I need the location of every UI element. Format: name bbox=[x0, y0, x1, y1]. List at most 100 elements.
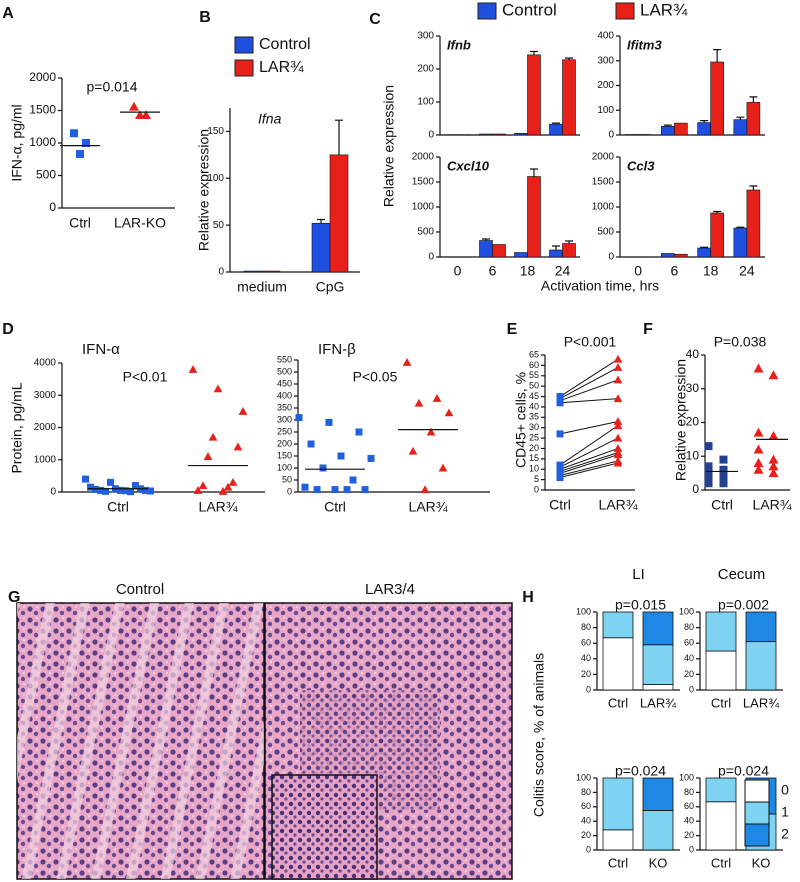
subplot-title: Cecum bbox=[718, 566, 766, 583]
x-axis-label: Activation time, hrs bbox=[541, 278, 659, 294]
data-point bbox=[331, 486, 339, 494]
x-tick-label: LAR¾ bbox=[599, 497, 638, 513]
error-bar bbox=[736, 226, 745, 228]
data-point bbox=[208, 432, 218, 441]
histology-inset bbox=[271, 774, 378, 880]
error-bar bbox=[713, 49, 722, 62]
y-tick-label: 40 bbox=[581, 816, 591, 826]
legend-label: Control bbox=[502, 0, 557, 19]
y-tick-label: 30 bbox=[529, 422, 539, 432]
data-point bbox=[704, 462, 713, 471]
x-tick-label: 24 bbox=[555, 263, 571, 279]
bar bbox=[479, 240, 493, 258]
data-point bbox=[132, 482, 139, 490]
bar-segment bbox=[705, 801, 737, 851]
error-bar bbox=[565, 57, 573, 60]
data-point bbox=[193, 486, 203, 494]
y-axis-label: IFN-α, pg/ml bbox=[9, 104, 25, 181]
data-point bbox=[307, 440, 315, 448]
data-point bbox=[768, 431, 779, 440]
data-point bbox=[719, 455, 728, 464]
y-tick-label: 4000 bbox=[34, 358, 57, 369]
y-tick-label: 45 bbox=[529, 391, 539, 401]
bar bbox=[710, 212, 724, 258]
annotation: P<0.001 bbox=[564, 334, 617, 350]
y-axis-label: Relative expression bbox=[196, 129, 212, 251]
y-tick-label: 0 bbox=[608, 130, 614, 141]
bar bbox=[492, 133, 506, 136]
x-tick-label: Ctrl bbox=[711, 855, 731, 870]
x-tick-label: Ctrl bbox=[69, 215, 91, 231]
y-tick-label: 60 bbox=[581, 801, 591, 811]
bar bbox=[746, 102, 761, 136]
y-tick-label: 1500 bbox=[412, 177, 435, 188]
data-point bbox=[337, 452, 345, 460]
y-tick-label: 10 bbox=[529, 464, 539, 474]
subplot-title: Ifitm3 bbox=[627, 37, 662, 52]
panel-label: A bbox=[2, 5, 14, 22]
data-point bbox=[556, 474, 564, 482]
y-tick-label: 200 bbox=[277, 438, 292, 448]
y-tick-label: 500 bbox=[597, 227, 614, 238]
y-tick-label: 500 bbox=[417, 227, 434, 238]
bar-segment bbox=[642, 684, 674, 691]
pair-line bbox=[559, 447, 619, 470]
y-tick-label: 60 bbox=[684, 801, 694, 811]
bar-segment bbox=[705, 777, 737, 803]
bar bbox=[311, 222, 331, 273]
error-bar bbox=[552, 245, 560, 250]
annotation: p=0.002 bbox=[718, 597, 769, 613]
bar-segment bbox=[602, 611, 634, 639]
y-tick-label: 0 bbox=[428, 130, 434, 141]
data-point bbox=[704, 472, 713, 481]
pair-line bbox=[559, 398, 619, 404]
data-point bbox=[432, 394, 442, 402]
error-bar bbox=[530, 168, 538, 177]
y-tick-label: 3000 bbox=[34, 390, 57, 401]
image-title: Control bbox=[116, 581, 164, 598]
data-point bbox=[92, 485, 99, 493]
data-point bbox=[228, 477, 238, 486]
data-point bbox=[613, 444, 623, 452]
panel-label: H bbox=[522, 589, 534, 606]
y-tick-label: 0 bbox=[689, 684, 694, 694]
x-tick-label: medium bbox=[237, 279, 287, 295]
x-tick-label: Ctrl bbox=[107, 499, 129, 515]
legend-label: 2 bbox=[781, 826, 789, 842]
y-tick-label: 20 bbox=[529, 443, 539, 453]
y-tick-label: 100 bbox=[597, 105, 614, 116]
data-point bbox=[402, 358, 412, 366]
data-point bbox=[135, 110, 145, 120]
x-tick-label: Ctrl bbox=[608, 855, 628, 870]
y-tick-label: 0 bbox=[428, 252, 434, 263]
data-point bbox=[76, 150, 84, 159]
legend-swatch bbox=[615, 2, 635, 20]
legend-label: LAR¾ bbox=[259, 59, 304, 76]
bar bbox=[549, 249, 563, 258]
y-tick-label: 0 bbox=[586, 684, 591, 694]
error-bar bbox=[482, 238, 490, 241]
legend-swatch bbox=[744, 823, 770, 847]
y-tick-label: 60 bbox=[684, 638, 694, 648]
error-bar bbox=[713, 210, 722, 213]
annotation: p=0.024 bbox=[718, 763, 769, 779]
y-tick-label: 1000 bbox=[592, 202, 615, 213]
panel-label: C bbox=[369, 11, 381, 28]
error-bar bbox=[317, 218, 325, 224]
x-tick-label: Ctrl bbox=[711, 695, 731, 710]
y-tick-label: 0 bbox=[50, 487, 56, 498]
y-tick-label: 40 bbox=[684, 816, 694, 826]
x-tick-label: LAR¾ bbox=[640, 695, 676, 710]
error-bar bbox=[565, 240, 573, 244]
data-point bbox=[753, 444, 764, 454]
data-point bbox=[613, 375, 623, 384]
bar bbox=[661, 253, 675, 258]
data-point bbox=[704, 442, 713, 451]
bar bbox=[710, 61, 724, 136]
bar bbox=[746, 189, 761, 258]
legend-swatch bbox=[477, 2, 497, 20]
y-tick-label: 20 bbox=[684, 669, 694, 679]
data-point bbox=[753, 464, 764, 474]
x-tick-label: 18 bbox=[520, 263, 536, 279]
